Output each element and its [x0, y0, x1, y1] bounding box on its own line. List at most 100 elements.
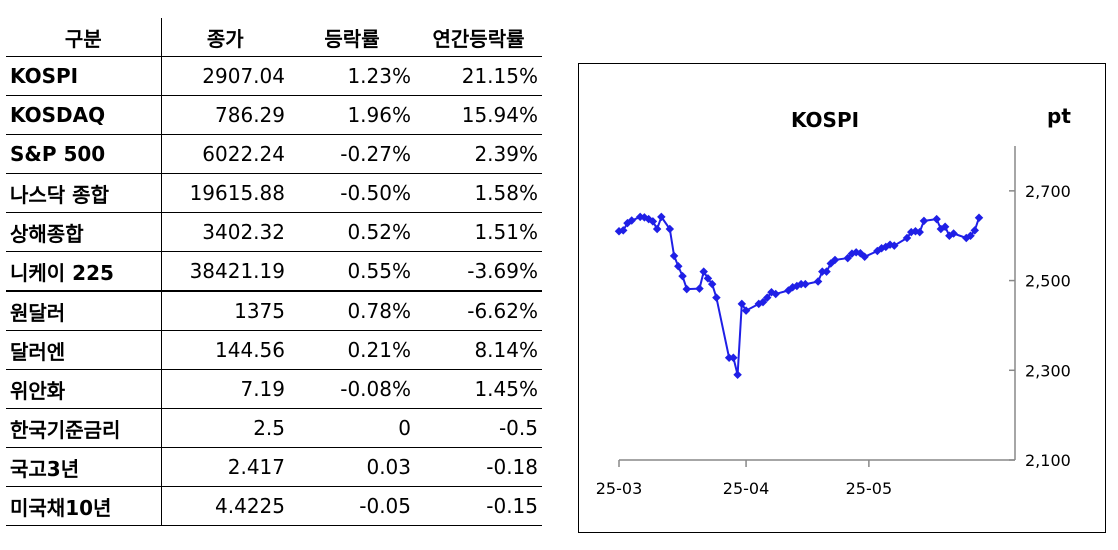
row-label: 한국기준금리: [6, 408, 162, 448]
ytd-change-value: 1.58%: [415, 173, 542, 213]
data-point: [733, 370, 742, 380]
close-value: 7.19: [161, 369, 289, 409]
header-close: 종가: [161, 18, 289, 57]
ytd-change-value: 2.39%: [415, 134, 542, 174]
header-change: 등락률: [289, 18, 415, 57]
data-point: [669, 251, 679, 261]
ytd-change-value: 15.94%: [415, 95, 542, 135]
table-row: 니케이 225 38421.19 0.55% -3.69%: [6, 251, 542, 292]
close-value: 1375: [161, 291, 289, 331]
row-label: KOSDAQ: [6, 95, 162, 135]
data-point: [712, 293, 721, 302]
data-point: [940, 222, 950, 231]
row-label: S&P 500: [6, 134, 162, 174]
change-value: 1.96%: [289, 95, 415, 135]
table-row: 한국기준금리 2.5 0 -0.5: [6, 408, 542, 448]
ytd-change-value: 1.45%: [415, 369, 542, 409]
close-value: 2.5: [161, 408, 289, 448]
data-point: [801, 279, 810, 289]
row-label: 니케이 225: [6, 251, 162, 292]
change-value: 0.21%: [289, 330, 415, 370]
data-point: [707, 279, 717, 289]
ytd-change-value: 1.51%: [415, 212, 542, 252]
row-label: 위안화: [6, 369, 162, 409]
data-point: [695, 284, 704, 293]
close-value: 19615.88: [161, 173, 289, 213]
change-value: -0.05: [289, 486, 415, 526]
change-value: -0.50%: [289, 173, 415, 213]
close-value: 3402.32: [161, 212, 289, 252]
data-point: [657, 212, 666, 222]
change-value: 0: [289, 408, 415, 448]
row-label: 국고3년: [6, 447, 162, 487]
data-point: [682, 284, 692, 294]
table-row: 위안화 7.19 -0.08% 1.45%: [6, 369, 542, 409]
data-point: [737, 299, 747, 309]
chart-title: KOSPI: [791, 108, 859, 132]
table-row: 국고3년 2.417 0.03 -0.18: [6, 447, 542, 487]
change-value: -0.27%: [289, 134, 415, 174]
table-row: KOSDAQ 786.29 1.96% 15.94%: [6, 95, 542, 135]
data-point: [674, 261, 683, 271]
table-header-row: 구분 종가 등락률 연간등락률: [6, 18, 542, 57]
change-value: 0.03: [289, 447, 415, 487]
data-point: [741, 306, 751, 315]
table-row: 상해종합 3402.32 0.52% 1.51%: [6, 212, 542, 252]
row-label: 상해종합: [6, 212, 162, 252]
data-point: [822, 267, 831, 276]
x-tick-label: 25-04: [723, 479, 770, 498]
row-label: 달러엔: [6, 330, 162, 370]
data-point: [974, 213, 984, 223]
row-label: 미국채10년: [6, 486, 162, 526]
header-category: 구분: [6, 18, 162, 57]
table-row: 미국채10년 4.4225 -0.05 -0.15: [6, 486, 542, 526]
y-tick-label: 2,700: [1025, 182, 1071, 201]
close-value: 2907.04: [161, 56, 289, 96]
table-row: S&P 500 6022.24 -0.27% 2.39%: [6, 134, 542, 174]
data-point: [648, 217, 658, 226]
kospi-line-chart: KOSPI pt 2,100 2,300 2,500 2,700 25-03 25-04 25-…: [596, 104, 1072, 498]
table-row: 달러엔 144.56 0.21% 8.14%: [6, 330, 542, 370]
close-value: 38421.19: [161, 251, 289, 292]
ytd-change-value: -0.15: [415, 486, 542, 526]
row-label: KOSPI: [6, 56, 162, 96]
change-value: 1.23%: [289, 56, 415, 96]
close-value: 2.417: [161, 447, 289, 487]
change-value: 0.78%: [289, 291, 415, 331]
ytd-change-value: 21.15%: [415, 56, 542, 96]
close-value: 4.4225: [161, 486, 289, 526]
table-body: KOSPI 2907.04 1.23% 21.15% KOSDAQ 786.29 1.96%…: [6, 56, 542, 526]
x-tick-label: 25-03: [596, 479, 643, 498]
header-ytd-change: 연간등락률: [415, 18, 542, 57]
ytd-change-value: -3.69%: [415, 251, 542, 292]
y-axis-unit-label: pt: [1047, 104, 1071, 128]
close-value: 6022.24: [161, 134, 289, 174]
data-point: [949, 229, 958, 238]
market-summary-table: 구분 종가 등락률 연간등락률 KOSPI 2907.04 1.23% 21.15% K…: [6, 18, 542, 526]
change-value: 0.55%: [289, 251, 415, 292]
data-point: [932, 214, 941, 224]
data-point: [843, 253, 852, 263]
row-label: 원달러: [6, 291, 162, 331]
change-value: -0.08%: [289, 369, 415, 409]
data-point: [665, 224, 675, 234]
y-tick-label: 2,300: [1025, 361, 1071, 380]
x-tick-label: 25-05: [846, 479, 893, 498]
ytd-change-value: -0.5: [415, 408, 542, 448]
data-point: [860, 252, 869, 262]
ytd-change-value: -0.18: [415, 447, 542, 487]
data-point: [678, 271, 687, 281]
data-point: [919, 216, 929, 226]
data-point: [729, 353, 738, 362]
data-point: [652, 224, 662, 234]
y-tick-label: 2,100: [1025, 451, 1071, 470]
data-point: [771, 289, 780, 299]
table-row: 원달러 1375 0.78% -6.62%: [6, 291, 542, 331]
y-tick-label: 2,500: [1025, 272, 1071, 291]
table-row: KOSPI 2907.04 1.23% 21.15%: [6, 56, 542, 96]
close-value: 144.56: [161, 330, 289, 370]
change-value: 0.52%: [289, 212, 415, 252]
table-row: 나스닥 종합 19615.88 -0.50% 1.58%: [6, 173, 542, 213]
ytd-change-value: 8.14%: [415, 330, 542, 370]
close-value: 786.29: [161, 95, 289, 135]
